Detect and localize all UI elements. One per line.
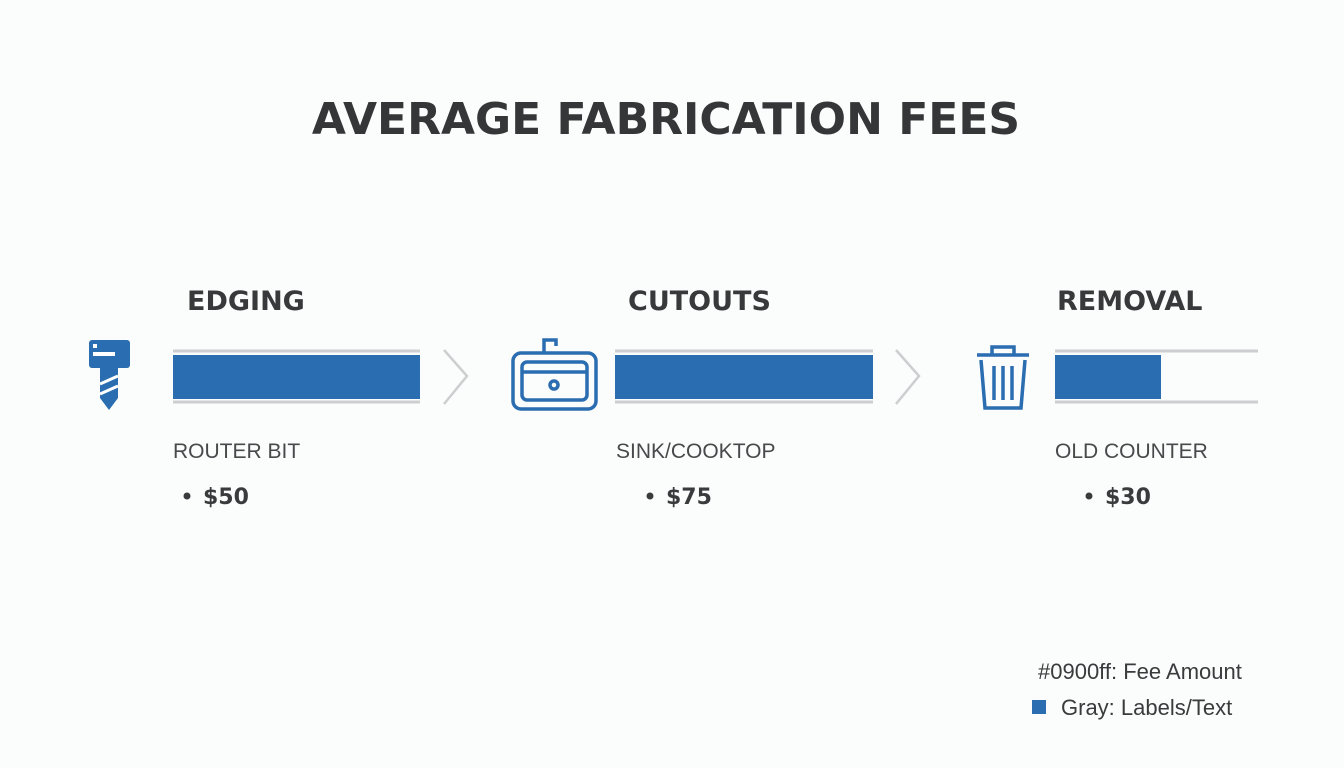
legend-swatch (1032, 700, 1046, 714)
trash-icon (977, 345, 1029, 410)
chevron (895, 349, 921, 405)
bar (1055, 349, 1258, 404)
title: AVERAGE FABRICATION FEES (312, 94, 1020, 145)
heading: CUTOUTS (628, 286, 771, 317)
router-bit-icon (89, 340, 130, 410)
bar (173, 349, 420, 404)
bar (615, 349, 873, 404)
fee: $50 (203, 485, 249, 510)
heading: REMOVAL (1057, 286, 1203, 317)
legend-entry: Gray: Labels/Text (1061, 695, 1232, 720)
label: SINK/COOKTOP (616, 440, 775, 463)
fee: $30 (1105, 485, 1151, 510)
bullet (1085, 492, 1093, 500)
chevron (443, 349, 469, 405)
label: OLD COUNTER (1055, 440, 1208, 463)
bullet (183, 492, 191, 500)
label: ROUTER BIT (173, 440, 300, 463)
sink-icon (511, 338, 598, 411)
heading: EDGING (187, 286, 305, 317)
fee: $75 (666, 485, 712, 510)
legend-entry: #0900ff: Fee Amount (1038, 659, 1242, 684)
bullet (646, 492, 654, 500)
